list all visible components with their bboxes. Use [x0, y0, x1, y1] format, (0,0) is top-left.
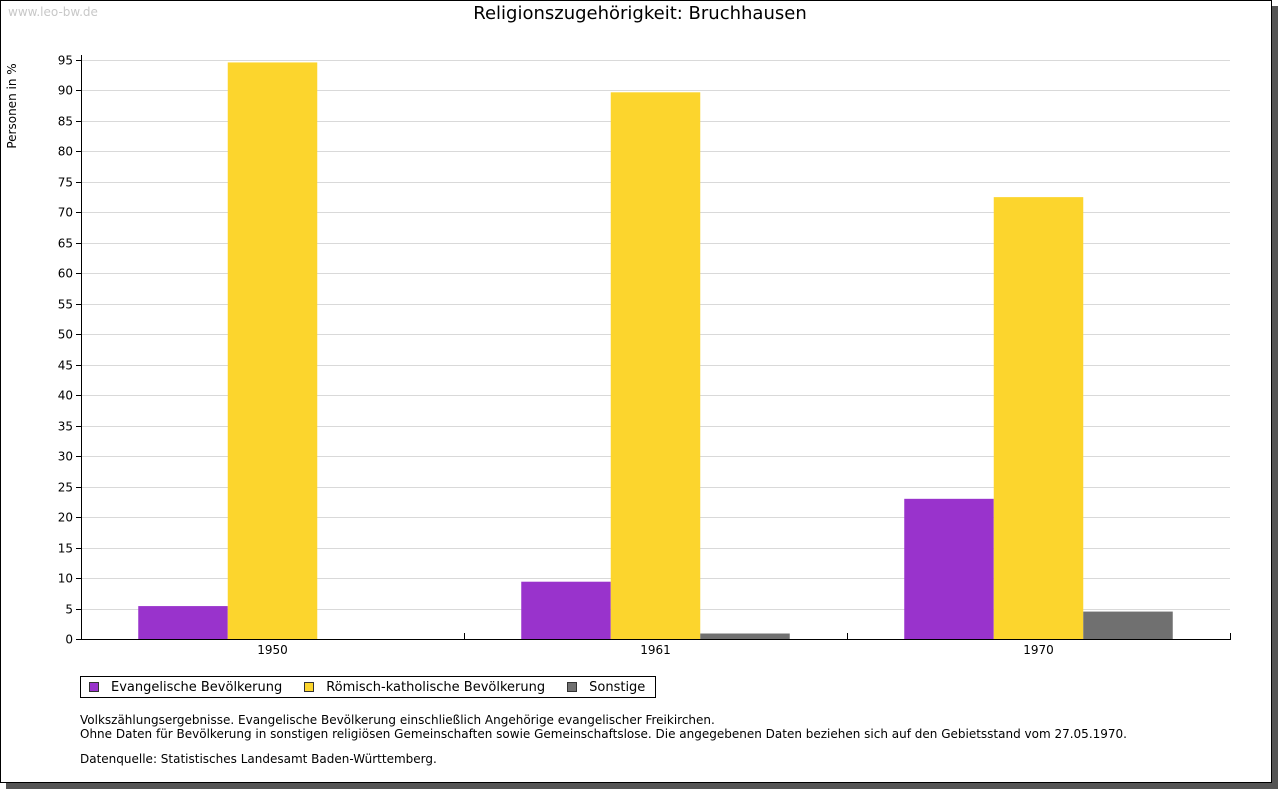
bar [993, 197, 1084, 639]
y-tick-label: 85 [58, 115, 73, 129]
bars [138, 62, 1173, 640]
bar [227, 62, 318, 640]
legend-swatch-sonstige [567, 682, 578, 692]
note-line-2: Ohne Daten für Bevölkerung in sonstigen … [80, 727, 1127, 741]
legend-item-katholisch: Römisch-katholische Bevölkerung [304, 680, 545, 695]
bar [904, 498, 994, 639]
bar [700, 633, 790, 639]
y-tick-label: 10 [58, 572, 73, 586]
y-tick-label: 90 [58, 84, 73, 98]
y-tick-label: 80 [58, 145, 73, 159]
y-tick-label: 40 [58, 389, 73, 403]
axes [81, 55, 1231, 640]
bar [521, 581, 611, 639]
y-tick-label: 50 [58, 328, 73, 342]
frame-shadow-bottom [6, 783, 1278, 789]
y-tick-label: 45 [58, 359, 73, 373]
bar [1083, 611, 1173, 639]
legend-item-sonstige: Sonstige [567, 680, 645, 695]
y-tick-label: 5 [65, 603, 73, 617]
chart-title: Religionszugehörigkeit: Bruchhausen [473, 3, 807, 24]
y-tick-label: 0 [65, 633, 73, 647]
y-tick-label: 70 [58, 206, 73, 220]
y-tick-label: 15 [58, 542, 73, 556]
legend-label-evangelisch: Evangelische Bevölkerung [111, 679, 283, 695]
y-axis-ticks: 0 5 10 15 20 25 30 35 40 45 50 55 60 65 70 75 80 85 90 95 [58, 54, 81, 647]
note-line-1: Volkszählungsergebnisse. Evangelische Be… [80, 713, 715, 727]
x-tick-label: 1961 [640, 643, 671, 657]
y-axis-label: Personen in % [5, 63, 19, 148]
frame-shadow-right [1272, 6, 1278, 789]
legend-swatch-katholisch [304, 682, 315, 692]
legend-label-katholisch: Römisch-katholische Bevölkerung [326, 679, 546, 695]
legend-item-evangelisch: Evangelische Bevölkerung [89, 680, 282, 695]
x-axis-ticks: 1950 1961 1970 [257, 633, 1231, 657]
legend-label-sonstige: Sonstige [589, 679, 646, 695]
x-tick-label: 1970 [1023, 643, 1054, 657]
y-tick-label: 65 [58, 237, 73, 251]
bar [610, 92, 701, 639]
x-tick-label: 1950 [257, 643, 288, 657]
y-tick-label: 30 [58, 450, 73, 464]
chart-notes: Volkszählungsergebnisse. Evangelische Be… [80, 713, 1127, 741]
bar [138, 606, 228, 639]
y-tick-label: 25 [58, 481, 73, 495]
watermark: www.leo-bw.de [8, 5, 98, 19]
data-source: Datenquelle: Statistisches Landesamt Bad… [80, 752, 437, 766]
y-tick-label: 55 [58, 298, 73, 312]
y-tick-label: 60 [58, 267, 73, 281]
y-tick-label: 20 [58, 511, 73, 525]
y-tick-label: 75 [58, 176, 73, 190]
legend-swatch-evangelisch [89, 682, 99, 692]
legend: Evangelische Bevölkerung Römisch-katholi… [80, 676, 657, 698]
y-tick-label: 95 [58, 54, 73, 68]
y-tick-label: 35 [58, 420, 73, 434]
